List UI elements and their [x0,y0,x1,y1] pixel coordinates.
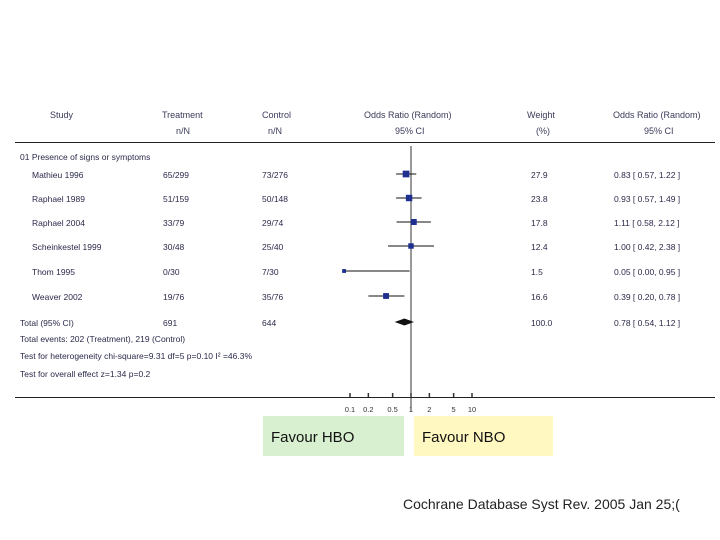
row-ci-text: 0.05 [ 0.00, 0.95 ] [614,267,681,277]
row-control: 29/74 [262,218,284,228]
footnote-heterogeneity: Test for heterogeneity chi-square=9.31 d… [20,351,253,361]
total-treatment: 691 [163,318,178,328]
group-label: 01 Presence of signs or symptoms [20,152,151,162]
favour-nbo-label: Favour NBO [414,416,553,456]
point-estimate-marker [410,219,417,225]
point-estimate-marker [383,293,389,299]
row-control: 50/148 [262,194,288,204]
citation: Cochrane Database Syst Rev. 2005 Jan 25;… [403,496,680,512]
footnote-events: Total events: 202 (Treatment), 219 (Cont… [20,334,186,344]
point-estimate-marker [402,170,410,178]
row-ci-text: 0.93 [ 0.57, 1.49 ] [614,194,681,204]
row-ci-text: 1.11 [ 0.58, 2.12 ] [614,218,680,228]
header-weight: Weight [527,110,555,120]
row-weight: 27.9 [531,170,548,180]
row-treatment: 33/79 [163,218,185,228]
point-estimate-marker [405,194,413,202]
row-control: 7/30 [262,267,279,277]
pooled-diamond [394,318,415,326]
row-weight: 23.8 [531,194,548,204]
footnote-overall: Test for overall effect z=1.34 p=0.2 [20,369,151,379]
point-estimate-marker [408,243,414,249]
point-estimate-marker [342,269,347,273]
header-rule [15,142,715,143]
header-weight-sub: (%) [536,126,550,136]
axis-tick-label: 10 [467,405,477,414]
total-study: Total (95% CI) [20,318,74,328]
axis-tick-label: 0.1 [344,405,356,414]
total-ci-text: 0.78 [ 0.54, 1.12 ] [614,318,681,328]
row-study: Weaver 2002 [32,292,83,302]
row-study: Scheinkestel 1999 [32,242,102,252]
header-treatment: Treatment [162,110,203,120]
axis-tick-label: 0.5 [387,405,398,414]
axis-tick-label: 5 [451,405,456,414]
header-treatment-sub: n/N [176,126,191,136]
row-control: 25/40 [262,242,284,252]
row-study: Raphael 1989 [32,194,85,204]
header-study: Study [50,110,74,120]
header-control: Control [262,110,292,120]
row-ci-text: 1.00 [ 0.42, 2.38 ] [614,242,681,252]
header-or-text-sub: 95% CI [644,126,674,136]
row-treatment: 65/299 [163,170,189,180]
row-weight: 16.6 [531,292,548,302]
header-control-sub: n/N [268,126,283,136]
row-weight: 17.8 [531,218,548,228]
row-study: Thom 1995 [32,267,75,277]
row-treatment: 51/159 [163,194,189,204]
row-ci-text: 0.39 [ 0.20, 0.78 ] [614,292,681,302]
axis-tick-label: 0.2 [363,405,374,414]
row-control: 73/276 [262,170,288,180]
axis-tick-label: 1 [408,405,414,414]
row-treatment: 19/76 [163,292,185,302]
axis-tick-label: 2 [427,405,432,414]
row-treatment: 0/30 [163,267,180,277]
total-control: 644 [262,318,277,328]
header-or-plot: Odds Ratio (Random) [364,110,452,120]
header-or-text: Odds Ratio (Random) [613,110,701,120]
row-study: Mathieu 1996 [32,170,84,180]
favour-hbo-label: Favour HBO [263,416,404,456]
row-treatment: 30/48 [163,242,185,252]
bottom-rule [15,397,715,398]
row-ci-text: 0.83 [ 0.57, 1.22 ] [614,170,681,180]
total-weight: 100.0 [531,318,553,328]
row-weight: 1.5 [531,267,543,277]
header-or-plot-sub: 95% CI [395,126,425,136]
row-study: Raphael 2004 [32,218,85,228]
row-control: 35/76 [262,292,284,302]
row-weight: 12.4 [531,242,548,252]
